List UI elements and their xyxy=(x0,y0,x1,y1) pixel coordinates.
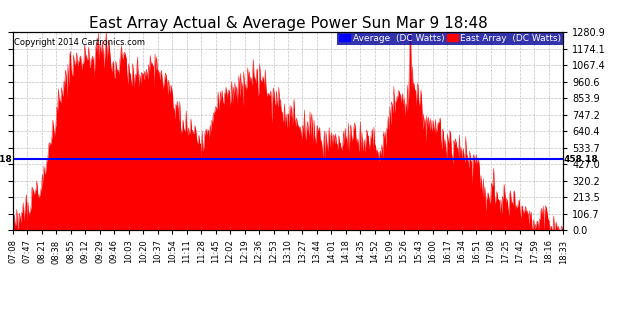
Title: East Array Actual & Average Power Sun Mar 9 18:48: East Array Actual & Average Power Sun Ma… xyxy=(88,16,488,31)
Legend: Average  (DC Watts), East Array  (DC Watts): Average (DC Watts), East Array (DC Watts… xyxy=(337,32,563,44)
Text: Copyright 2014 Cartronics.com: Copyright 2014 Cartronics.com xyxy=(14,38,145,47)
Text: 458.18: 458.18 xyxy=(564,155,598,164)
Text: 458.18: 458.18 xyxy=(0,155,12,164)
